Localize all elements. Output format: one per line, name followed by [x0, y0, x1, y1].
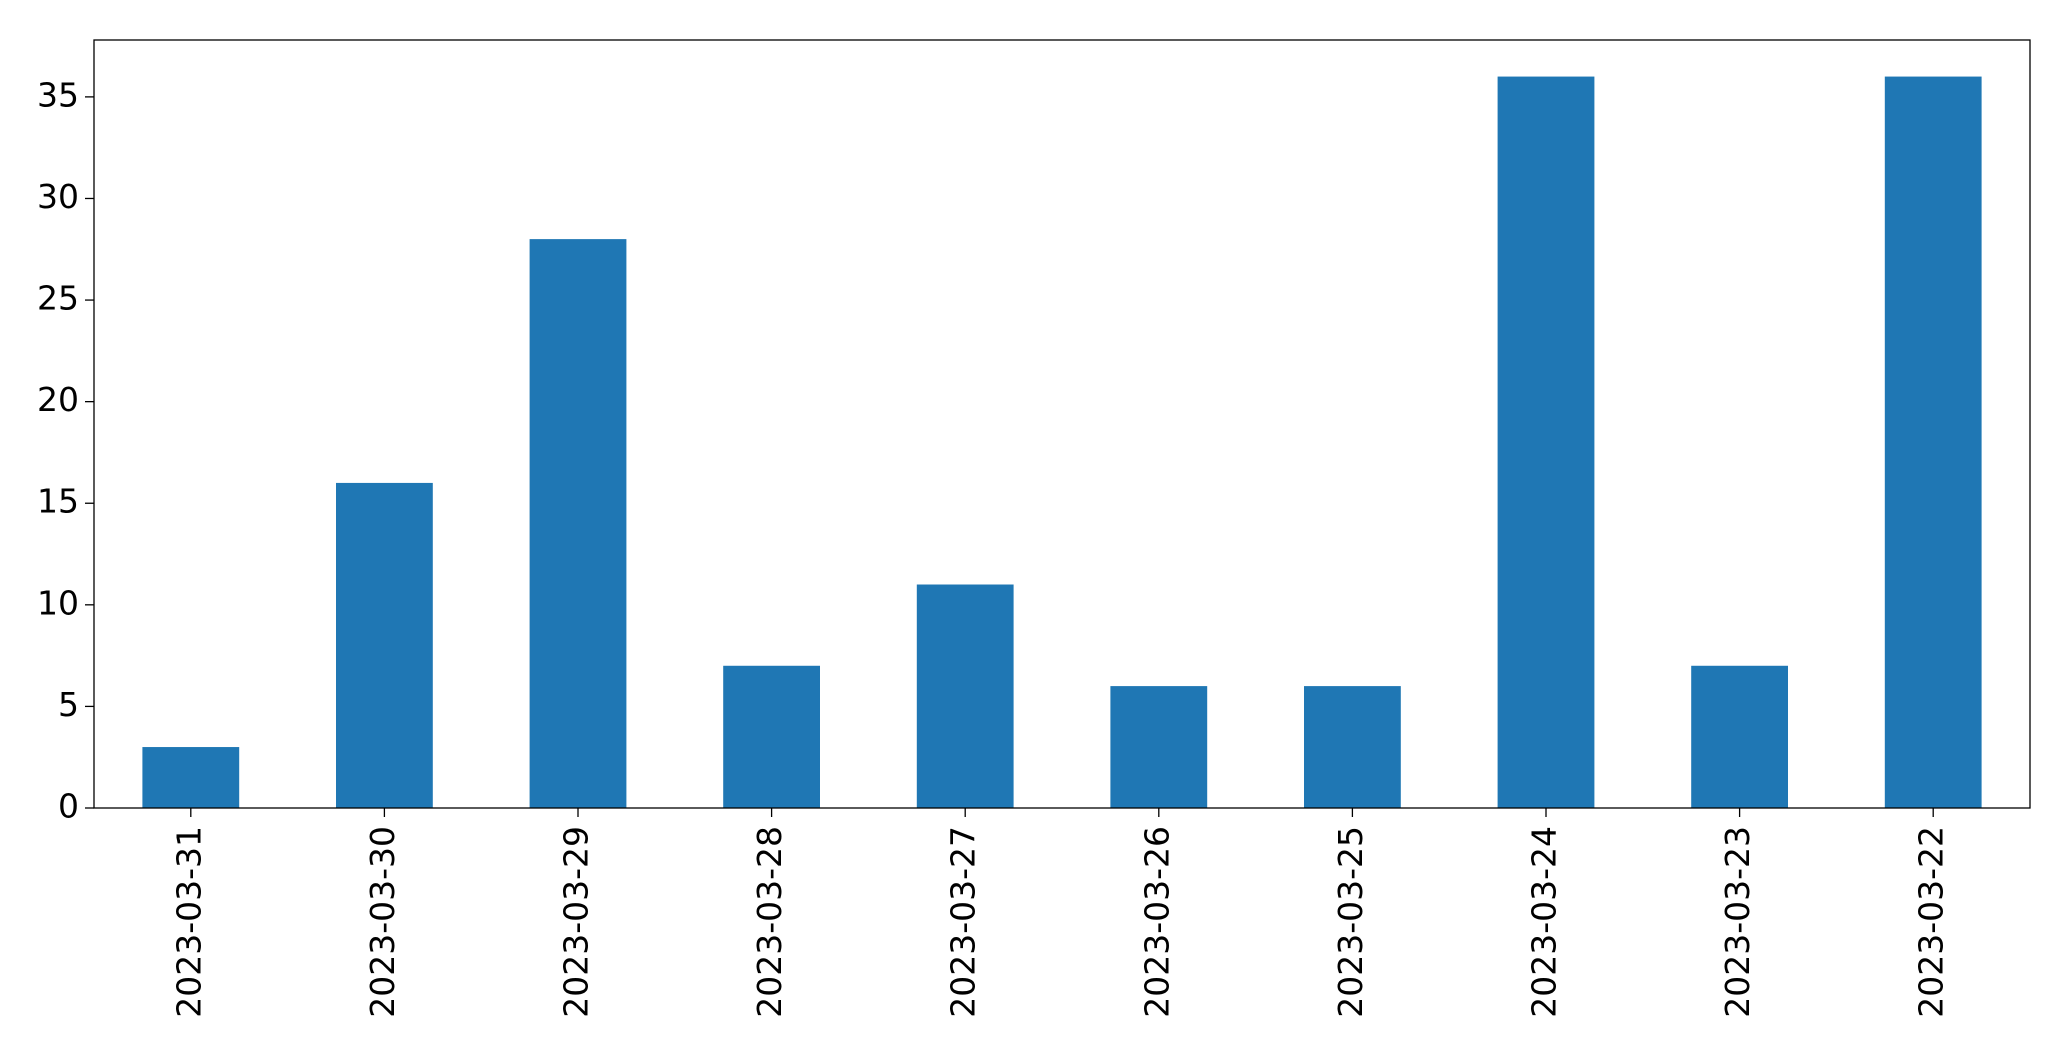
x-tick-label: 2023-03-28 [750, 826, 789, 1018]
bar [916, 584, 1014, 808]
bar [1497, 76, 1595, 809]
x-tick-label: 2023-03-31 [169, 826, 208, 1018]
x-tick-label: 2023-03-24 [1525, 826, 1564, 1018]
y-tick-label: 0 [58, 787, 79, 826]
y-tick-label: 5 [58, 685, 79, 724]
y-tick-label: 35 [37, 75, 79, 114]
bar [1110, 686, 1208, 808]
bar [1884, 76, 1982, 809]
x-tick-label: 2023-03-25 [1331, 826, 1370, 1018]
bar [723, 665, 820, 808]
x-tick-label: 2023-03-22 [1912, 826, 1951, 1018]
y-tick-label: 10 [37, 583, 79, 622]
bar [529, 239, 627, 809]
x-tick-label: 2023-03-30 [363, 826, 402, 1018]
bar [1304, 686, 1401, 808]
y-tick-label: 15 [37, 482, 79, 521]
x-tick-label: 2023-03-27 [944, 826, 983, 1018]
bar [336, 482, 433, 808]
x-tick-label: 2023-03-26 [1137, 826, 1176, 1018]
bar [1691, 665, 1788, 808]
y-tick-label: 30 [37, 177, 79, 216]
bar [142, 747, 240, 808]
x-tick-label: 2023-03-29 [557, 826, 596, 1018]
y-tick-label: 25 [37, 279, 79, 318]
x-tick-label: 2023-03-23 [1718, 826, 1757, 1018]
y-tick-label: 20 [37, 380, 79, 419]
axes-frame [93, 39, 2031, 809]
